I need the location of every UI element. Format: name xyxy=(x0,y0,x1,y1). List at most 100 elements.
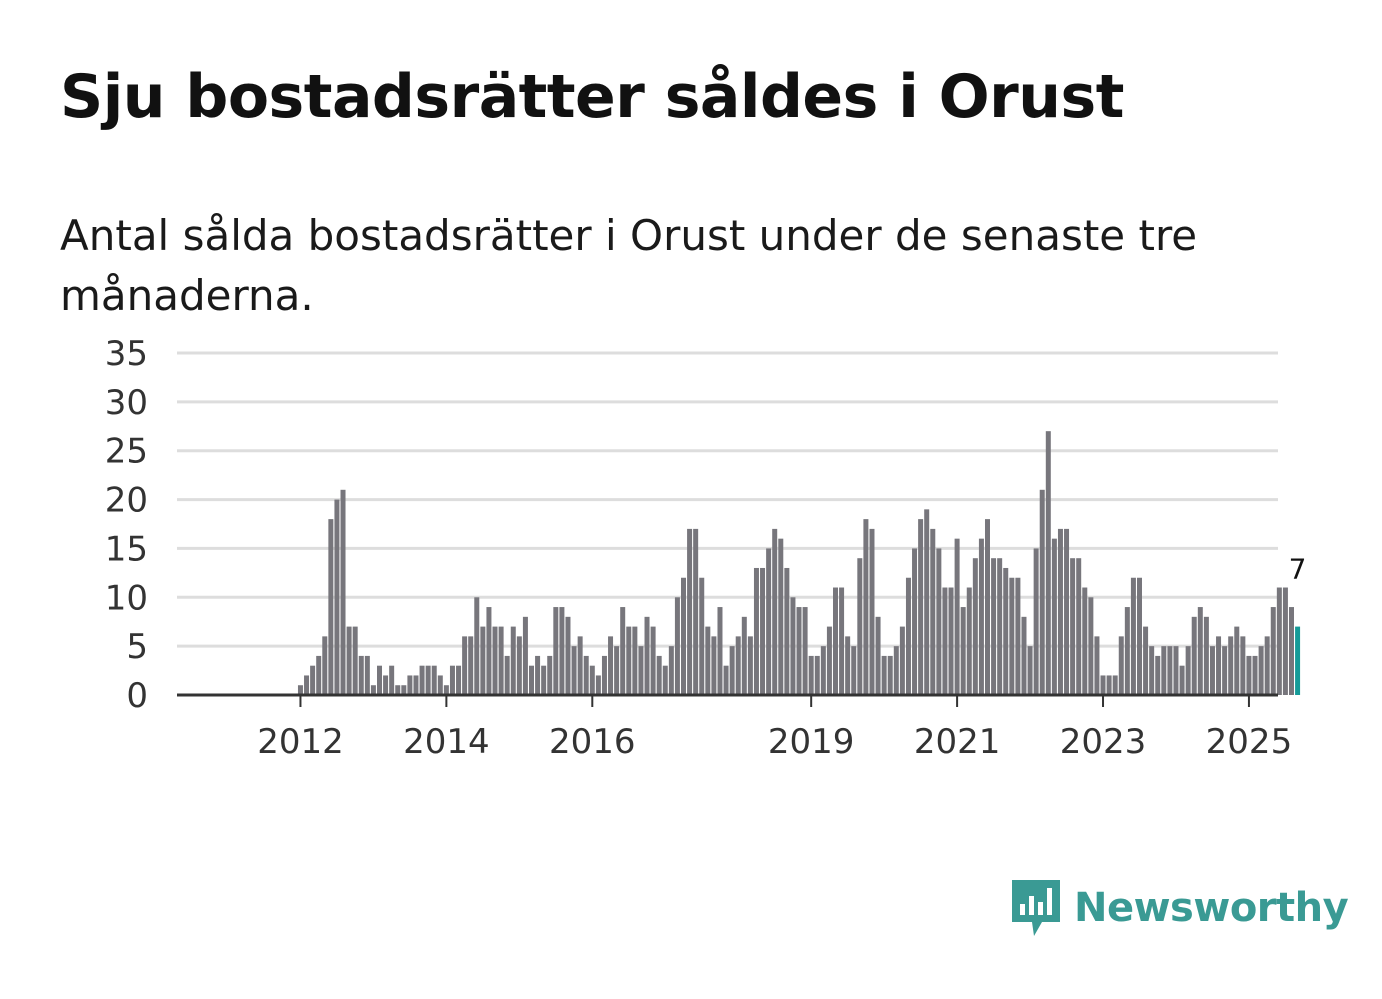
bar xyxy=(948,587,954,695)
bar xyxy=(1246,655,1252,695)
bar xyxy=(1252,655,1258,695)
bar xyxy=(1057,528,1063,695)
bar xyxy=(614,646,620,695)
bar xyxy=(930,528,936,695)
bar xyxy=(711,636,717,695)
bar xyxy=(571,646,577,695)
bar xyxy=(857,558,863,695)
bar xyxy=(401,685,407,695)
bar xyxy=(1082,587,1088,695)
bar xyxy=(608,636,614,695)
bar xyxy=(1167,646,1173,695)
bar xyxy=(1130,577,1136,695)
bar xyxy=(918,519,924,695)
bar xyxy=(1064,528,1070,695)
bar xyxy=(1003,567,1009,695)
bar xyxy=(1027,646,1033,695)
bar xyxy=(912,548,918,695)
bar xyxy=(425,665,431,695)
bar xyxy=(954,538,960,695)
x-tick-label: 2014 xyxy=(403,722,490,762)
bar xyxy=(735,636,741,695)
data-label-latest: 7 xyxy=(1289,553,1307,586)
bar xyxy=(492,626,498,695)
bar xyxy=(687,528,693,695)
bar xyxy=(833,587,838,695)
newsworthy-logo-icon xyxy=(1012,880,1060,936)
bar xyxy=(705,626,711,695)
bar xyxy=(966,587,972,695)
bar xyxy=(790,597,796,695)
bar xyxy=(991,558,997,695)
bar xyxy=(328,519,334,695)
bar xyxy=(334,499,340,695)
bar xyxy=(547,655,553,695)
bar xyxy=(650,626,656,695)
bar xyxy=(346,626,352,695)
bar xyxy=(486,607,492,695)
bar xyxy=(942,587,948,695)
bar xyxy=(297,685,303,695)
bar xyxy=(1258,646,1264,695)
bar xyxy=(370,685,376,695)
bar xyxy=(468,636,474,695)
bar xyxy=(364,655,370,695)
bar xyxy=(589,665,595,695)
bar xyxy=(1149,646,1155,695)
bar xyxy=(620,607,626,695)
bar xyxy=(389,665,395,695)
bar xyxy=(1240,636,1246,695)
bar xyxy=(972,558,978,695)
bar xyxy=(383,675,389,695)
bar xyxy=(1100,675,1106,695)
bar xyxy=(863,519,869,695)
bar xyxy=(1137,577,1142,695)
bar xyxy=(693,528,699,695)
bar xyxy=(1234,626,1240,695)
bar xyxy=(1276,587,1282,695)
bar xyxy=(717,607,723,695)
bar xyxy=(419,665,425,695)
bar xyxy=(668,646,674,695)
bar xyxy=(644,616,650,695)
bar xyxy=(462,636,468,695)
bar xyxy=(1282,587,1288,695)
bar xyxy=(905,577,911,695)
bar xyxy=(516,636,522,695)
x-tick-label: 2012 xyxy=(257,722,344,762)
bar xyxy=(310,665,316,695)
bar xyxy=(437,675,443,695)
bar xyxy=(626,626,632,695)
bar xyxy=(395,685,401,695)
bar xyxy=(1203,616,1209,695)
bar xyxy=(1185,646,1191,695)
bar xyxy=(443,685,449,695)
y-tick-label: 25 xyxy=(105,432,148,472)
bar xyxy=(723,665,729,695)
bar xyxy=(498,626,504,695)
bar xyxy=(753,567,759,695)
bar xyxy=(802,607,808,695)
x-tick-label: 2025 xyxy=(1206,722,1293,762)
bar xyxy=(632,626,638,695)
bar xyxy=(1051,538,1057,695)
bar xyxy=(997,558,1003,695)
bar xyxy=(638,646,644,695)
bar xyxy=(808,655,814,695)
bar xyxy=(1106,675,1112,695)
bar xyxy=(1191,616,1197,695)
bar xyxy=(316,655,322,695)
x-tick-label: 2016 xyxy=(549,722,636,762)
bar xyxy=(747,636,753,695)
bar xyxy=(1015,577,1021,695)
bar xyxy=(504,655,510,695)
bar xyxy=(1039,489,1045,695)
bar xyxy=(541,665,547,695)
bar xyxy=(887,655,893,695)
bar xyxy=(1112,675,1118,695)
bar xyxy=(778,538,784,695)
x-tick-label: 2019 xyxy=(768,722,855,762)
bar xyxy=(449,665,455,695)
bar xyxy=(1161,646,1167,695)
